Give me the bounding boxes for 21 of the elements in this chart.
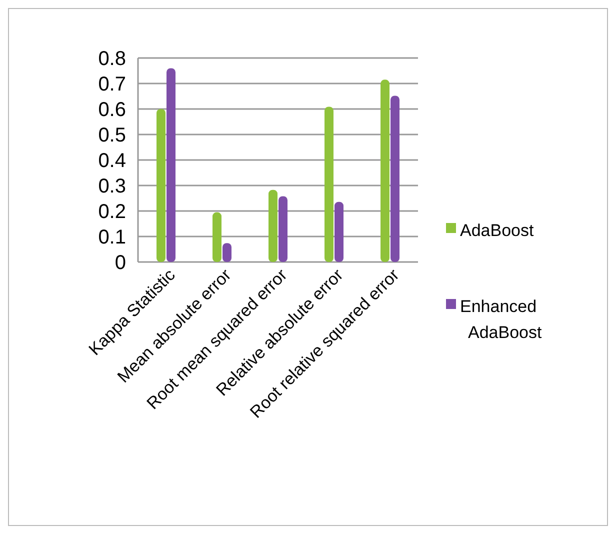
y-tick-label: 0.6	[98, 99, 126, 121]
bar	[212, 212, 222, 262]
y-tick-label: 0	[114, 252, 126, 274]
bar	[222, 243, 232, 262]
y-tick-label: 0.5	[98, 124, 126, 146]
bar	[278, 196, 288, 262]
y-tick-label: 0.1	[98, 226, 126, 248]
bar	[380, 80, 390, 262]
legend-label: Enhanced AdaBoost	[460, 296, 542, 342]
legend-label: AdaBoost	[460, 220, 534, 240]
bar	[334, 202, 344, 262]
bar	[390, 96, 400, 262]
y-tick-label: 0.4	[98, 150, 126, 172]
y-tick-label: 0.2	[98, 201, 126, 223]
y-tick-label: 0.3	[98, 176, 126, 198]
bar	[166, 68, 176, 262]
bar	[324, 106, 334, 262]
y-tick-label: 0.7	[98, 74, 126, 96]
bar	[156, 109, 166, 262]
bar	[268, 190, 278, 262]
y-tick-label: 0.8	[98, 48, 126, 70]
